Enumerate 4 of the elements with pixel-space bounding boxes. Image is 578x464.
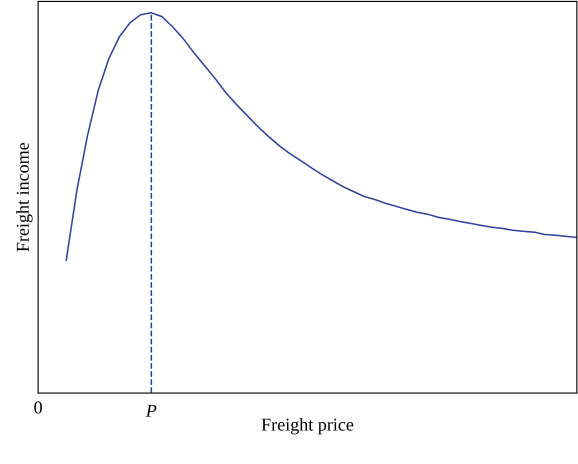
text: P [146,404,156,417]
x-axis-title: Freight price [262,418,354,434]
text: 0 [34,401,42,414]
y-axis-title: Freight income [16,142,33,252]
